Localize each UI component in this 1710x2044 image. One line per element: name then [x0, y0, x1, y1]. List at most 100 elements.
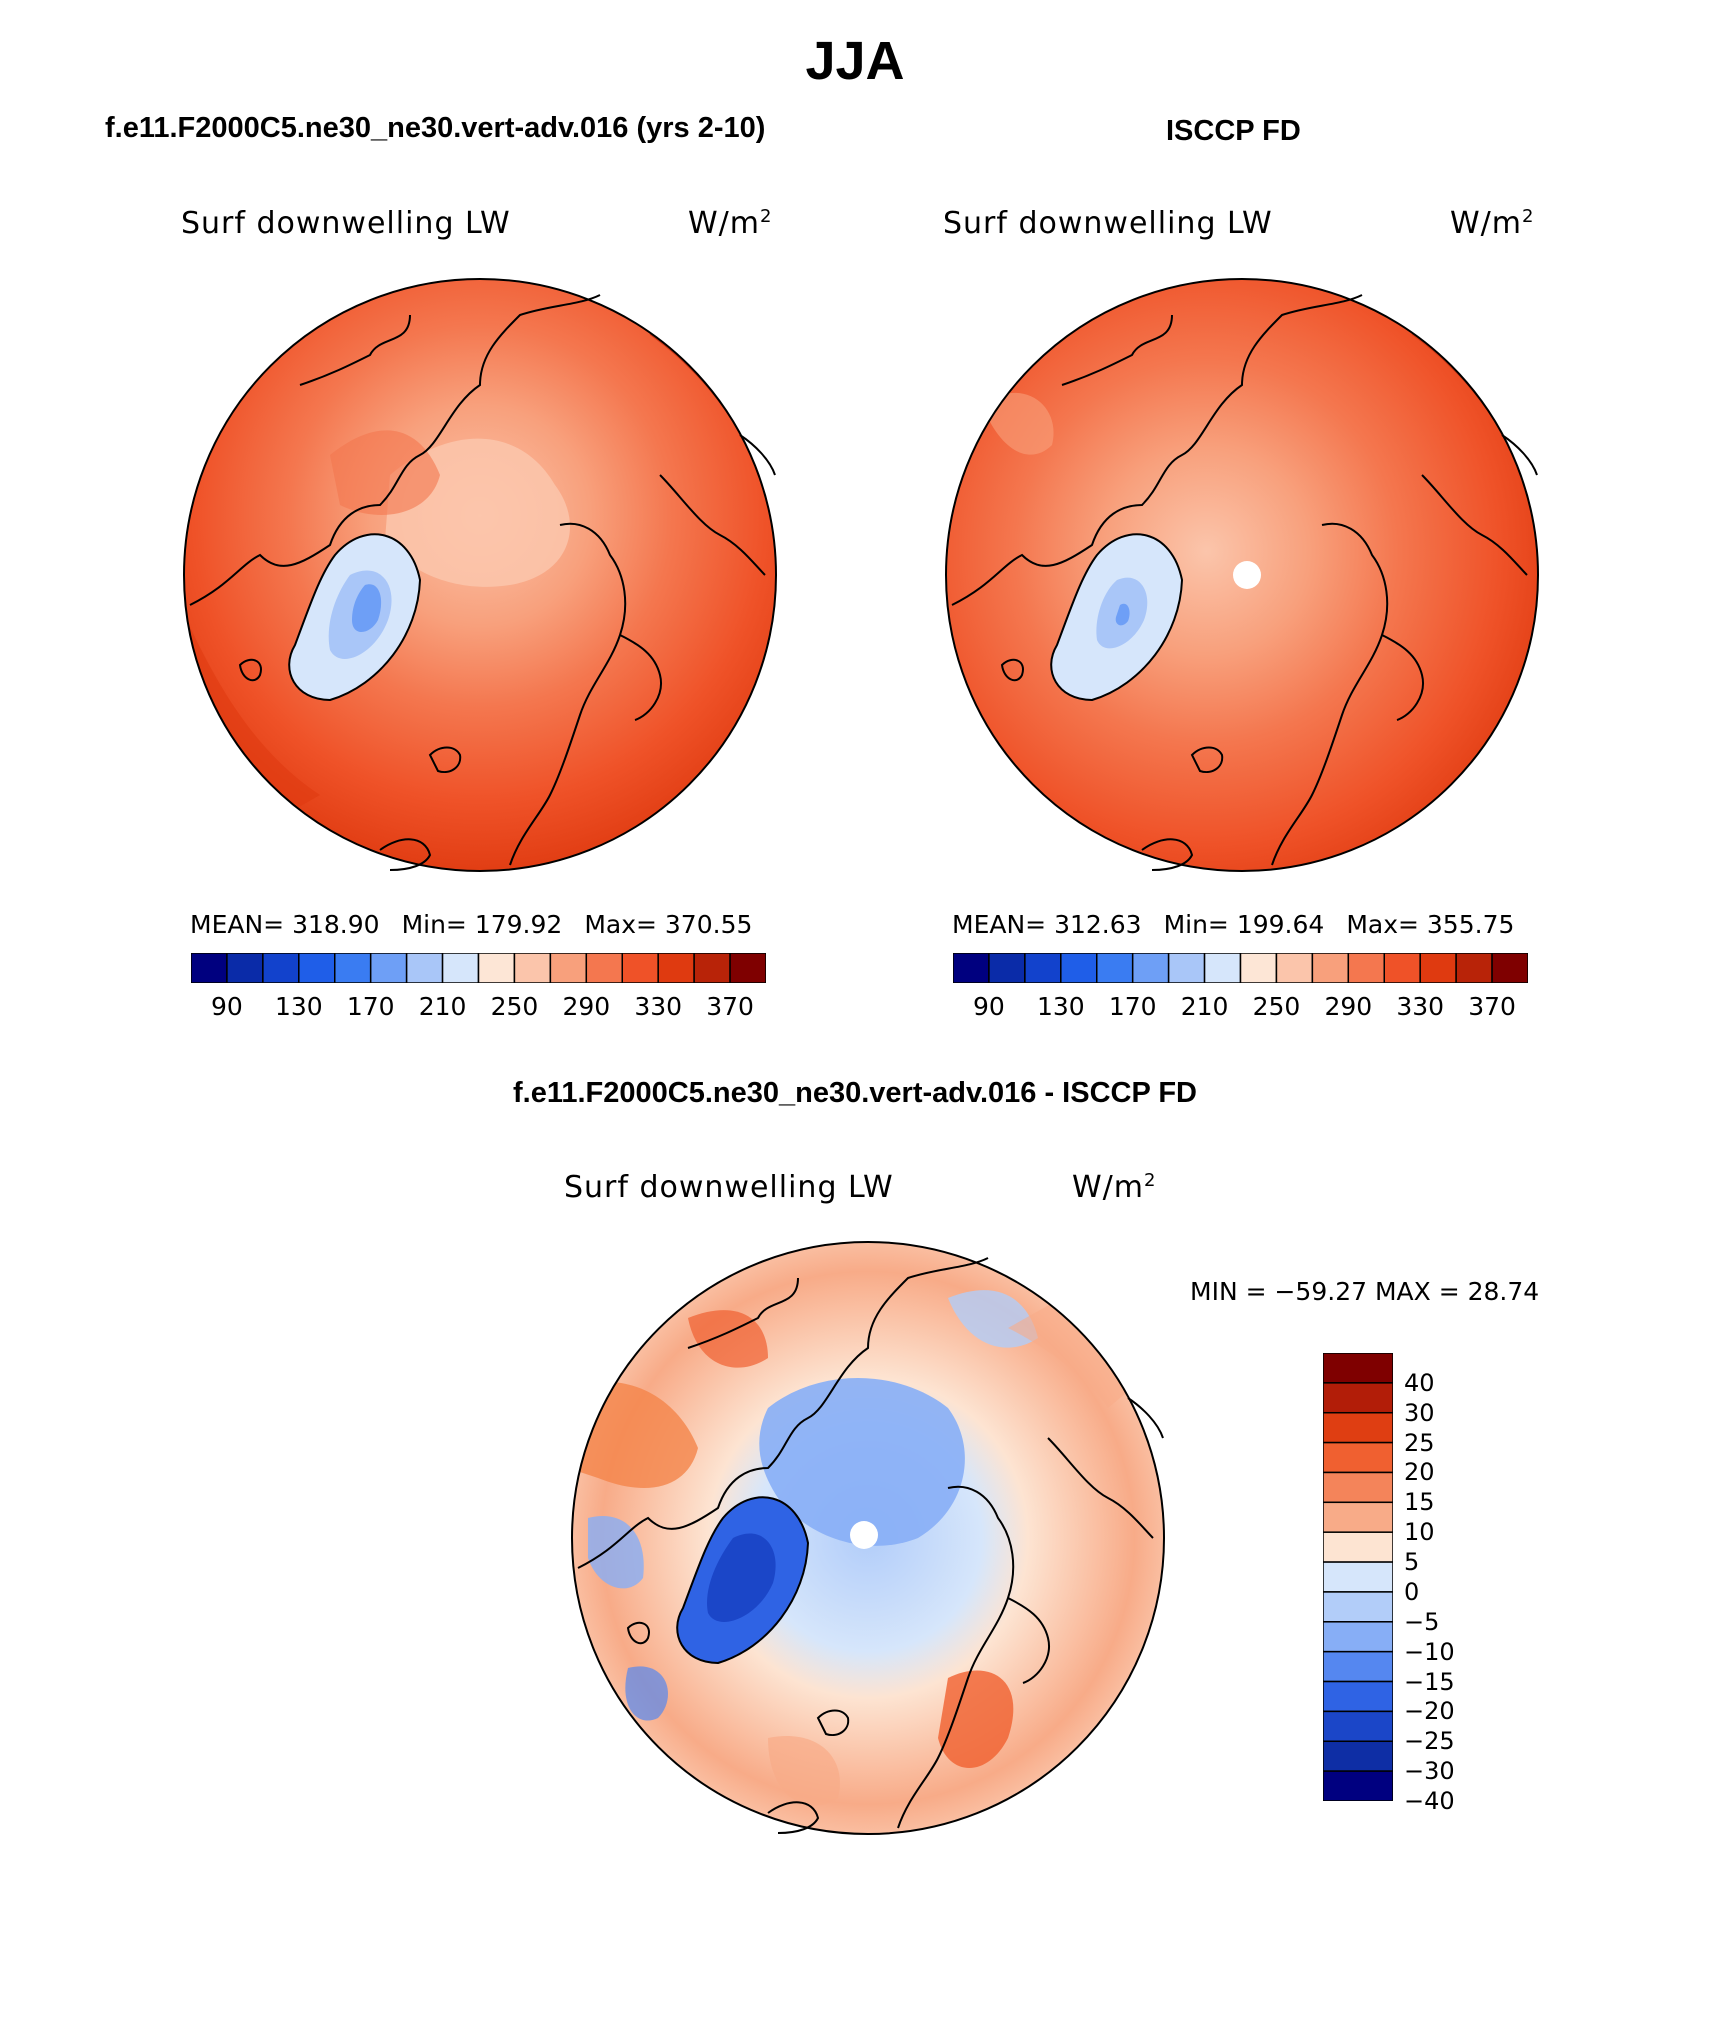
diff-colorbar-box: [1323, 1710, 1393, 1743]
diff-colorbar-box: [1323, 1471, 1393, 1504]
colorbar-box: [1060, 953, 1098, 983]
model-polar-map: [183, 278, 777, 872]
colorbar-tick-label: 210: [418, 992, 467, 1021]
diff-colorbar-box: [1323, 1650, 1393, 1683]
diff-colorbar-tick-label: −5: [1404, 1607, 1440, 1636]
diff-colorbar-tick-label: −40: [1404, 1787, 1455, 1815]
diff-colorbar-tick-label: −20: [1404, 1697, 1455, 1726]
colorbar-box: [1096, 953, 1134, 983]
diff-colorbar-box: [1323, 1740, 1393, 1772]
obs-variable-label: Surf downwelling LW: [943, 206, 1273, 241]
diff-colorbar-box: [1323, 1621, 1393, 1653]
colorbar-box: [1167, 953, 1206, 983]
colorbar-tick-label: 170: [1108, 992, 1157, 1021]
diff-colorbar-tick-label: 15: [1404, 1488, 1435, 1517]
diff-colorbar-ticks: 40 30 25 20 15 10 5 0 −5 −10 −15 −20 −25 −30 −40: [1404, 1353, 1524, 1815]
colorbar-box: [1383, 953, 1421, 983]
model-colorbar: [191, 953, 766, 983]
diff-colorbar-box: [1323, 1441, 1393, 1474]
colorbar-tick-label: 250: [1252, 992, 1301, 1021]
diff-colorbar-box: [1323, 1591, 1393, 1623]
colorbar-box: [657, 953, 695, 983]
colorbar-box: [1131, 953, 1170, 983]
colorbar-tick-label: 90: [973, 992, 1005, 1021]
colorbar-box: [621, 953, 659, 983]
obs-units-label: W/m2: [1450, 206, 1535, 241]
colorbar-box: [1455, 953, 1493, 983]
obs-colorbar: [953, 953, 1528, 983]
diff-pole-hole: [850, 1521, 878, 1549]
colorbar-box: [1347, 953, 1385, 983]
colorbar-tick-label: 210: [1180, 992, 1229, 1021]
colorbar-tick-label: 290: [1324, 992, 1373, 1021]
obs-stats: MEAN= 312.63 Min= 199.64 Max= 355.75: [952, 910, 1515, 939]
diff-colorbar-tick-label: 30: [1404, 1398, 1435, 1427]
diff-colorbar-box: [1323, 1680, 1393, 1713]
model-variable-label: Surf downwelling LW: [181, 206, 511, 241]
diff-minmax: MIN = −59.27 MAX = 28.74: [1190, 1277, 1540, 1306]
diff-colorbar-tick-label: 5: [1404, 1548, 1420, 1577]
colorbar-tick-label: 370: [706, 992, 754, 1021]
colorbar-box: [1311, 953, 1350, 983]
diff-colorbar-box: [1323, 1411, 1393, 1444]
colorbar-tick-label: 370: [1468, 992, 1516, 1021]
difference-title: f.e11.F2000C5.ne30_ne30.vert-adv.016 - I…: [512, 1077, 1197, 1109]
colorbar-box: [226, 953, 264, 983]
colorbar-tick-label: 130: [274, 992, 323, 1021]
diff-colorbar-tick-label: 40: [1404, 1368, 1435, 1397]
colorbar-box: [1419, 953, 1457, 983]
colorbar-box: [477, 953, 516, 983]
colorbar-box: [1239, 953, 1278, 983]
diff-colorbar-box: [1323, 1561, 1393, 1593]
diff-colorbar-tick-label: −25: [1404, 1727, 1455, 1756]
colorbar-box: [1203, 953, 1242, 983]
model-stats: MEAN= 318.90 Min= 179.92 Max= 370.55: [190, 910, 753, 939]
model-units-label: W/m2: [688, 206, 773, 241]
colorbar-box: [191, 953, 228, 983]
diff-colorbar-tick-label: 20: [1404, 1458, 1435, 1487]
obs-polar-map: [945, 278, 1539, 872]
colorbar-tick-label: 170: [346, 992, 395, 1021]
colorbar-box: [369, 953, 408, 983]
diff-colorbar-tick-label: 25: [1404, 1428, 1435, 1457]
obs-pole-hole: [1233, 561, 1261, 589]
diff-colorbar-box: [1323, 1501, 1393, 1533]
diff-colorbar: [1323, 1353, 1393, 1801]
colorbar-box: [1491, 953, 1528, 983]
colorbar-box: [585, 953, 623, 983]
model-colorbar-ticks: 90 130 170 210 250 290 330 370: [191, 992, 766, 1022]
diff-colorbar-tick-label: −10: [1404, 1637, 1455, 1666]
colorbar-box: [1275, 953, 1314, 983]
colorbar-box: [441, 953, 480, 983]
colorbar-box: [1024, 953, 1062, 983]
colorbar-box: [549, 953, 588, 983]
diff-colorbar-tick-label: 10: [1404, 1518, 1435, 1547]
diff-colorbar-box: [1323, 1382, 1393, 1414]
colorbar-tick-label: 90: [211, 992, 243, 1021]
diff-colorbar-box: [1323, 1531, 1393, 1563]
colorbar-box: [953, 953, 990, 983]
diff-polar-map: [571, 1241, 1165, 1835]
colorbar-box: [988, 953, 1026, 983]
colorbar-box: [513, 953, 552, 983]
colorbar-box: [729, 953, 766, 983]
diff-colorbar-tick-label: 0: [1404, 1577, 1420, 1606]
colorbar-box: [334, 953, 372, 983]
diff-variable-label: Surf downwelling LW: [564, 1170, 894, 1205]
diff-colorbar-tick-label: −15: [1404, 1667, 1455, 1696]
diff-colorbar-tick-label: −30: [1404, 1757, 1455, 1786]
colorbar-tick-label: 290: [562, 992, 611, 1021]
diff-colorbar-box: [1323, 1770, 1393, 1801]
colorbar-box: [405, 953, 444, 983]
colorbar-box: [298, 953, 336, 983]
colorbar-tick-label: 330: [634, 992, 683, 1021]
obs-colorbar-ticks: 90 130 170 210 250 290 330 370: [953, 992, 1528, 1022]
model-case-title: f.e11.F2000C5.ne30_ne30.vert-adv.016 (yr…: [105, 112, 766, 144]
diff-colorbar-box: [1323, 1353, 1393, 1384]
diff-units-label: W/m2: [1072, 1170, 1157, 1205]
obs-case-title: ISCCP FD: [1166, 115, 1301, 147]
colorbar-box: [262, 953, 300, 983]
colorbar-tick-label: 130: [1036, 992, 1085, 1021]
colorbar-tick-label: 250: [490, 992, 539, 1021]
colorbar-box: [693, 953, 731, 983]
